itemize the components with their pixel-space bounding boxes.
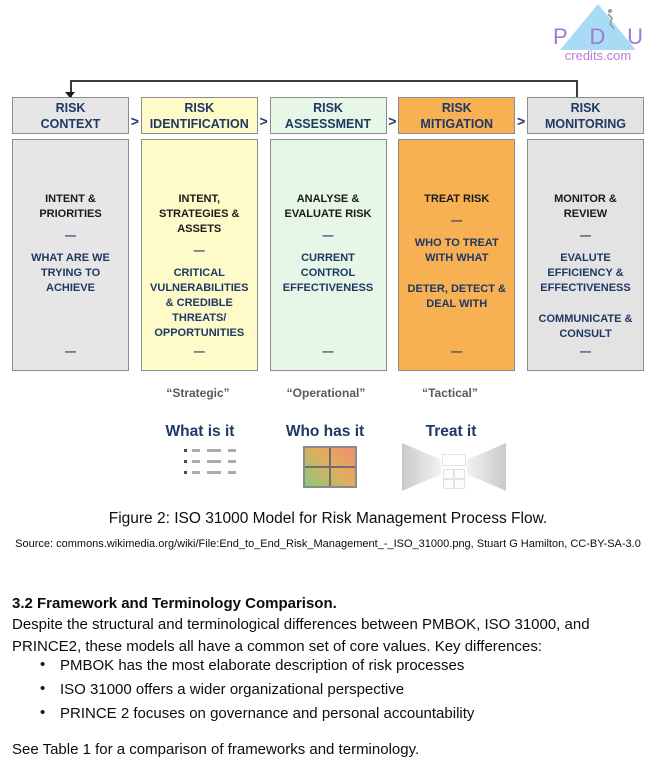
focus-beam-left (402, 443, 441, 491)
tier-label-strategic: “Strategic” (166, 386, 230, 400)
flow-step-gap: > (129, 97, 141, 134)
column-body: MONITOR & REVIEW — EVALUTE EFFICIENCY & … (527, 139, 644, 371)
section-heading: 3.2 Framework and Terminology Comparison… (12, 595, 337, 612)
separator-dash: — (322, 230, 334, 242)
body-secondary-text: WHAT ARE WE TRYING TO ACHIEVE (31, 252, 110, 294)
body-secondary-text: WHO TO TREAT WITH WHAT (414, 237, 499, 264)
list-row (184, 449, 238, 452)
chevron-right-icon: > (517, 112, 526, 129)
logo-triangle (560, 4, 636, 50)
matrix-horizontal-line (305, 466, 355, 468)
column-body: INTENT, STRATEGIES & ASSETS — CRITICAL V… (140, 139, 258, 371)
header-line: RISK (55, 100, 86, 115)
footer-dash: — (451, 346, 463, 358)
body-secondary-text: CURRENT CONTROL EFFECTIVENESS (282, 252, 374, 294)
header-line: RISK (441, 100, 472, 115)
section-closing-line: See Table 1 for a comparison of framewor… (12, 741, 420, 758)
question-label-who-has-it: Who has it (285, 423, 365, 440)
arrow-head-down-icon (65, 92, 75, 98)
figure-caption: Figure 2: ISO 31000 Model for Risk Manag… (108, 510, 548, 527)
separator-dash: — (65, 230, 76, 242)
header-line: RISK (184, 100, 215, 115)
body-tertiary-text: COMMUNICATE & CONSULT (538, 313, 633, 340)
logo-domain-text: credits.com (564, 48, 632, 63)
tier-label-operational: “Operational” (286, 386, 366, 400)
column-header: RISK ASSESSMENT (269, 97, 387, 134)
body-primary-text: INTENT, STRATEGIES & ASSETS (159, 193, 240, 235)
separator-dash: — (193, 245, 205, 257)
tier-label-tactical: “Tactical” (422, 386, 478, 400)
column-header: RISK CONTEXT (12, 97, 129, 134)
column-risk-assessment: RISK ASSESSMENT ANALYSE & EVALUATE RISK … (269, 97, 387, 371)
header-line: MITIGATION (420, 116, 494, 131)
column-risk-mitigation: RISK MITIGATION TREAT RISK — WHO TO TREA… (398, 97, 516, 371)
footer-dash: — (580, 346, 591, 358)
column-header: RISK MITIGATION (398, 97, 516, 134)
logo-letter-d: D (589, 24, 606, 49)
column-header: RISK IDENTIFICATION (140, 97, 258, 134)
footer-dash: — (65, 346, 76, 358)
list-row (184, 460, 238, 463)
process-flow-columns: RISK CONTEXT INTENT & PRIORITIES — WHAT … (12, 97, 644, 371)
separator-dash: — (451, 215, 463, 227)
body-tertiary-text: DETER, DETECT & DEAL WITH (407, 283, 506, 310)
header-line: RISK (313, 100, 343, 115)
body-primary-text: TREAT RISK (424, 193, 490, 205)
footer-dash: — (193, 346, 205, 358)
body-primary-text: ANALYSE & EVALUATE RISK (284, 193, 372, 220)
chevron-right-icon: > (259, 112, 268, 129)
chevron-right-icon: > (130, 112, 139, 129)
flow-step-gap: > (258, 97, 270, 134)
column-risk-context: RISK CONTEXT INTENT & PRIORITIES — WHAT … (12, 97, 129, 371)
key-differences-list: PMBOK has the most elaborate description… (12, 656, 652, 729)
column-risk-monitoring: RISK MONITORING MONITOR & REVIEW — EVALU… (527, 97, 644, 371)
pdu-credits-logo: P D U credits.com (548, 2, 648, 68)
list-item: PMBOK has the most elaborate description… (12, 656, 652, 674)
logo-letters: P D U (548, 24, 648, 50)
footer-dash: — (322, 346, 334, 358)
body-primary-text: MONITOR & REVIEW (554, 193, 617, 220)
question-label-treat-it: Treat it (425, 423, 477, 440)
column-body: TREAT RISK — WHO TO TREAT WITH WHAT DETE… (398, 139, 516, 371)
header-line: RISK (570, 100, 601, 115)
bullet-list-icon (184, 449, 238, 474)
header-line: ASSESSMENT (284, 116, 372, 131)
feedback-loop-arrow (70, 80, 578, 97)
focus-target-grid (443, 469, 465, 489)
flow-step-gap: > (387, 97, 399, 134)
figure-source: Source: commons.wikimedia.org/wiki/File:… (15, 538, 641, 550)
body-secondary-text: CRITICAL VULNERABILITIES & CREDIBLE THRE… (150, 267, 249, 339)
body-secondary-text: EVALUTE EFFICIENCY & EFFECTIVENESS (540, 252, 631, 294)
logo-letter-u: U (627, 24, 643, 49)
column-header: RISK MONITORING (527, 97, 644, 134)
header-line: IDENTIFICATION (149, 116, 249, 131)
list-row (184, 471, 238, 474)
logo-letter-p: P (553, 24, 568, 49)
column-body: ANALYSE & EVALUATE RISK — CURRENT CONTRO… (269, 139, 387, 371)
body-primary-text: INTENT & PRIORITIES (39, 193, 102, 220)
climber-icon (607, 9, 615, 30)
focus-beam-right (467, 443, 506, 491)
column-body: INTENT & PRIORITIES — WHAT ARE WE TRYING… (12, 139, 129, 371)
flow-step-gap: > (515, 97, 527, 134)
question-label-what-is-it: What is it (165, 423, 235, 440)
section-intro-paragraph: Despite the structural and terminologica… (12, 616, 590, 655)
list-item: ISO 31000 offers a wider organizational … (12, 680, 652, 698)
list-item: PRINCE 2 focuses on governance and perso… (12, 704, 652, 722)
header-line: CONTEXT (40, 116, 101, 131)
header-line: MONITORING (544, 116, 627, 131)
column-risk-identification: RISK IDENTIFICATION INTENT, STRATEGIES &… (140, 97, 258, 371)
risk-matrix-icon (303, 446, 357, 488)
separator-dash: — (580, 230, 591, 242)
focus-target-bar (442, 454, 466, 466)
chevron-right-icon: > (388, 112, 397, 129)
converging-focus-icon (402, 443, 506, 495)
